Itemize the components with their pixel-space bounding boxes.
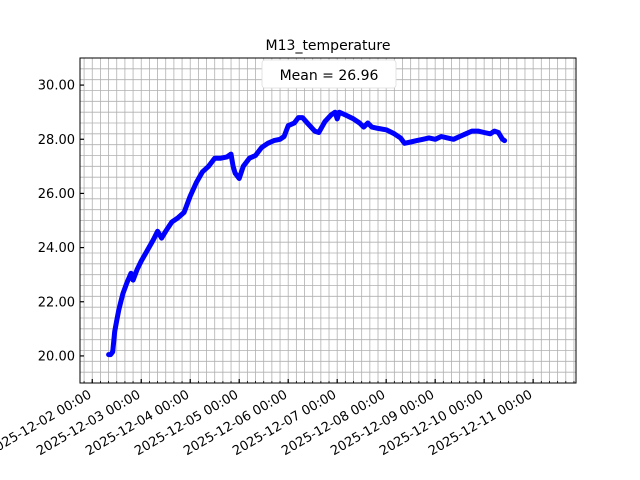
y-tick-label: 20.00	[38, 349, 75, 364]
grid	[80, 57, 576, 384]
y-tick-label: 24.00	[38, 241, 75, 256]
temperature-series-line	[106, 109, 508, 358]
y-tick-label: 26.00	[38, 187, 75, 202]
y-tick-label: 22.00	[38, 295, 75, 310]
chart-title: M13_temperature	[266, 38, 391, 54]
mean-annotation-box: Mean = 26.96	[261, 59, 397, 89]
y-tick-label: 30.00	[38, 79, 75, 94]
plot-area-frame	[79, 57, 577, 384]
y-axis: 20.00 22.00 24.00 26.00 28.00 30.00	[38, 79, 84, 364]
mean-annotation: Mean = 26.96	[280, 68, 379, 84]
series-layer	[106, 109, 508, 358]
y-tick-label: 28.00	[38, 133, 75, 148]
